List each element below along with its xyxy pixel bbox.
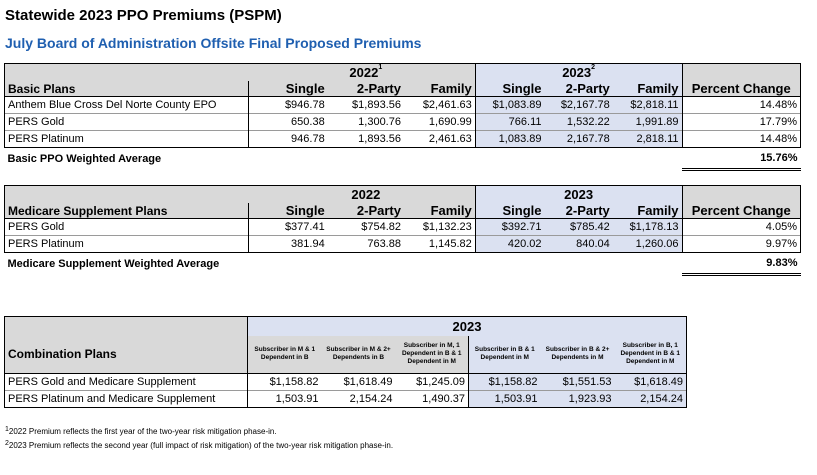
col-family: Family [403, 80, 476, 97]
col-percent-change: Percent Change [682, 80, 801, 97]
table-row: Anthem Blue Cross Del Norte County EPO $… [4, 96, 801, 114]
basic-year1-header: 20221 [327, 63, 404, 81]
page-subtitle: July Board of Administration Offsite Fin… [5, 35, 422, 51]
medicare-year1-header: 2022 [327, 185, 404, 203]
medicare-weighted-average-value: 9.83% [682, 252, 801, 276]
col-sub-b-1dep-m: Subscriber in B & 1 Dependent in M [468, 335, 541, 374]
medicare-weighted-average-label: Medicare Supplement Weighted Average [7, 257, 220, 270]
page-title: Statewide 2023 PPO Premiums (PSPM) [5, 7, 282, 24]
table-row: PERS Gold and Medicare Supplement $1,158… [4, 373, 688, 391]
col-single: Single [475, 80, 545, 97]
combination-plans-header: Combination Plans [4, 335, 248, 374]
table-row: PERS Platinum and Medicare Supplement 1,… [4, 390, 688, 408]
col-sub-m-1dep-b: Subscriber in M & 1 Dependent in B [247, 335, 322, 374]
col-2party: 2-Party [544, 80, 613, 97]
combination-plans-table: 2023 Combination Plans Subscriber in M &… [4, 316, 688, 408]
medicare-year2-header: 2023 [544, 185, 613, 203]
basic-plans-header: Basic Plans [4, 80, 249, 97]
table-row: PERS Platinum 946.78 1,893.56 2,461.63 1… [4, 130, 801, 148]
footnote-1: 12022 Premium reflects the first year of… [5, 426, 277, 436]
col-sub-m-2dep-b: Subscriber in M & 2+ Dependents in B [321, 335, 396, 374]
basic-weighted-average-value: 15.76% [682, 147, 801, 171]
col-2party: 2-Party [327, 80, 404, 97]
col-single: Single [248, 80, 328, 97]
basic-year2-header: 20232 [544, 63, 613, 81]
basic-plans-table: 20221 20232 Basic Plans Single 2-Party F… [4, 63, 801, 171]
footnote-2: 22023 Premium reflects the second year (… [5, 440, 394, 450]
col-sub-b-1dep-b-1dep-m: Subscriber in B, 1 Dependent in B & 1 De… [614, 335, 688, 374]
col-percent-change: Percent Change [682, 202, 801, 219]
col-single: Single [248, 202, 328, 219]
col-2party: 2-Party [544, 202, 613, 219]
col-sub-m-1dep-b-1dep-m: Subscriber in M, 1 Dependent in B & 1 De… [395, 335, 469, 374]
col-family: Family [612, 80, 683, 97]
col-2party: 2-Party [327, 202, 404, 219]
medicare-plans-header: Medicare Supplement Plans [4, 202, 249, 219]
col-sub-b-2dep-m: Subscriber in B & 2+ Dependents in M [540, 335, 615, 374]
table-row: PERS Gold 650.38 1,300.76 1,690.99 766.1… [4, 113, 801, 131]
table-row: PERS Gold $377.41 $754.82 $1,132.23 $392… [4, 218, 801, 236]
combo-year-header: 2023 [247, 316, 688, 336]
basic-weighted-average-label: Basic PPO Weighted Average [7, 152, 162, 165]
col-family: Family [403, 202, 476, 219]
col-single: Single [475, 202, 545, 219]
table-row: PERS Platinum 381.94 763.88 1,145.82 420… [4, 235, 801, 253]
medicare-plans-table: 2022 2023 Medicare Supplement Plans Sing… [4, 185, 801, 276]
col-family: Family [612, 202, 683, 219]
